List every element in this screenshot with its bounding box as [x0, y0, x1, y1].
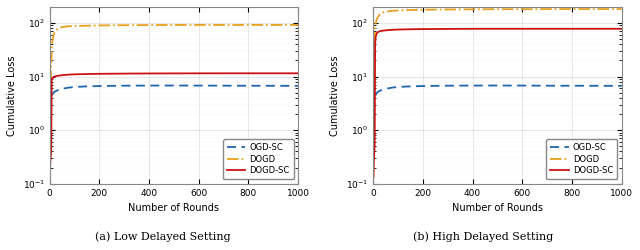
Legend: OGD-SC, DOGD, DOGD-SC: OGD-SC, DOGD, DOGD-SC — [223, 139, 294, 179]
Y-axis label: Cumulative Loss: Cumulative Loss — [330, 55, 340, 136]
X-axis label: Number of Rounds: Number of Rounds — [129, 203, 220, 213]
Legend: OGD-SC, DOGD, DOGD-SC: OGD-SC, DOGD, DOGD-SC — [547, 139, 618, 179]
Text: (b) High Delayed Setting: (b) High Delayed Setting — [413, 232, 554, 242]
Text: (a) Low Delayed Setting: (a) Low Delayed Setting — [95, 232, 231, 242]
Y-axis label: Cumulative Loss: Cumulative Loss — [7, 55, 17, 136]
X-axis label: Number of Rounds: Number of Rounds — [452, 203, 543, 213]
